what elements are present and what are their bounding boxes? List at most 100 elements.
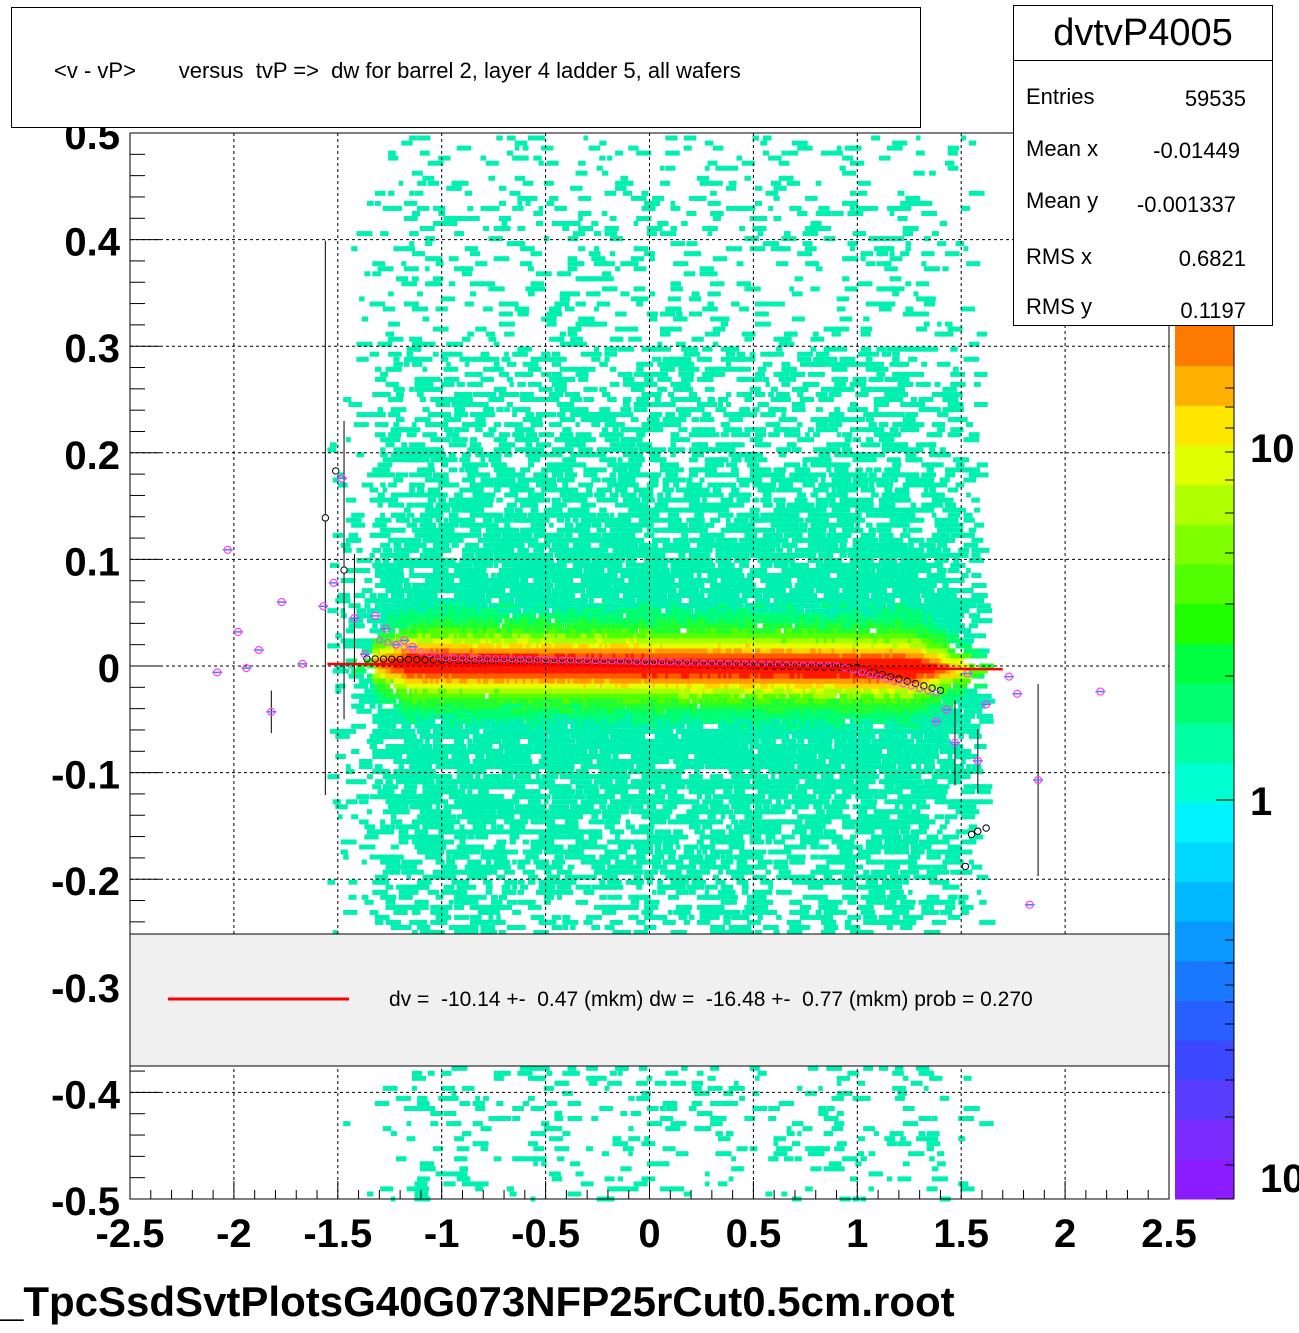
heatmap-cell xyxy=(554,336,560,342)
heatmap-cell xyxy=(509,593,520,599)
heatmap-cell xyxy=(493,578,510,583)
heatmap-cell xyxy=(443,376,460,382)
heatmap-cell xyxy=(570,678,576,684)
heatmap-cell xyxy=(348,894,357,900)
heatmap-cell xyxy=(419,899,429,905)
heatmap-cell xyxy=(443,457,458,463)
heatmap-cell xyxy=(538,784,549,790)
heatmap-cell xyxy=(393,578,400,583)
heatmap-cell xyxy=(396,472,408,478)
heatmap-cell xyxy=(541,477,557,483)
heatmap-cell xyxy=(586,723,595,729)
heatmap-cell xyxy=(535,442,552,448)
heatmap-cell xyxy=(396,648,405,654)
heatmap-cell xyxy=(440,462,448,468)
heatmap-cell xyxy=(393,683,409,689)
heatmap-cell xyxy=(425,236,436,242)
heatmap-cell xyxy=(364,834,377,840)
heatmap-cell xyxy=(504,331,515,337)
heatmap-cell xyxy=(525,286,541,292)
heatmap-cell xyxy=(578,628,588,634)
heatmap-cell xyxy=(406,512,415,518)
heatmap-cell xyxy=(596,774,606,780)
heatmap-cell xyxy=(327,447,337,453)
heatmap-cell xyxy=(343,547,352,553)
heatmap-cell xyxy=(475,608,484,614)
heatmap-cell xyxy=(433,668,438,674)
heatmap-cell xyxy=(427,412,437,418)
heatmap-cell xyxy=(422,175,434,181)
heatmap-cell xyxy=(417,251,423,257)
heatmap-cell xyxy=(396,804,409,810)
heatmap-cell xyxy=(427,889,439,895)
heatmap-cell xyxy=(551,578,564,583)
heatmap-cell xyxy=(417,593,423,599)
heatmap-cell xyxy=(541,482,557,488)
heatmap-cell xyxy=(367,200,374,206)
heatmap-cell xyxy=(472,1121,483,1127)
heatmap-cell xyxy=(385,829,395,835)
heatmap-cell xyxy=(549,422,562,428)
heatmap-cell xyxy=(491,759,498,764)
heatmap-cell xyxy=(575,638,585,644)
heatmap-cell xyxy=(345,658,357,664)
heatmap-cell xyxy=(567,658,574,664)
heatmap-cell xyxy=(427,547,439,553)
heatmap-cell xyxy=(506,361,517,367)
heatmap-cell xyxy=(509,301,519,307)
heatmap-cell xyxy=(491,930,498,935)
heatmap-cell xyxy=(380,638,388,644)
heatmap-cell xyxy=(472,744,478,749)
heatmap-cell xyxy=(543,879,559,885)
heatmap-cell xyxy=(398,427,408,433)
heatmap-cell xyxy=(485,578,491,583)
heatmap-cell xyxy=(538,160,544,166)
heatmap-cell xyxy=(440,754,448,759)
heatmap-cell xyxy=(512,733,523,739)
heatmap-cell xyxy=(594,231,602,237)
heatmap-cell xyxy=(559,879,573,885)
heatmap-cell xyxy=(425,844,432,850)
heatmap-cell xyxy=(443,216,458,221)
heatmap-cell xyxy=(575,537,586,543)
heatmap-cell xyxy=(588,819,596,825)
heatmap-cell xyxy=(332,668,350,674)
heatmap-cell xyxy=(406,432,417,438)
heatmap-cell xyxy=(480,779,487,785)
heatmap-cell xyxy=(499,728,516,734)
heatmap-cell xyxy=(456,894,472,900)
heatmap-cell xyxy=(588,552,598,558)
heatmap-cell xyxy=(549,728,557,734)
heatmap-cell xyxy=(388,537,399,543)
heatmap-cell xyxy=(414,919,428,925)
heatmap-cell xyxy=(591,628,597,634)
heatmap-cell xyxy=(398,603,408,609)
heatmap-cell xyxy=(509,588,520,594)
heatmap-cell xyxy=(562,578,570,583)
heatmap-cell xyxy=(586,482,592,488)
heatmap-cell xyxy=(472,356,487,362)
heatmap-cell xyxy=(565,854,580,860)
heatmap-cell xyxy=(435,894,444,900)
heatmap-cell xyxy=(433,814,447,820)
heatmap-cell xyxy=(562,1131,571,1137)
heatmap-cell xyxy=(506,899,518,905)
heatmap-cell xyxy=(493,784,499,790)
heatmap-cell xyxy=(488,688,495,694)
heatmap-cell xyxy=(438,849,445,855)
heatmap-cell xyxy=(443,482,458,488)
heatmap-cell xyxy=(506,744,517,749)
heatmap-cell xyxy=(604,417,616,423)
heatmap-cell xyxy=(475,462,489,468)
heatmap-cell xyxy=(565,517,571,523)
heatmap-cell xyxy=(591,532,602,538)
heatmap-cell xyxy=(411,930,418,935)
heatmap-cell xyxy=(446,668,451,674)
heatmap-cell xyxy=(454,1095,459,1101)
heatmap-cell xyxy=(520,884,529,890)
heatmap-cell xyxy=(580,703,586,709)
heatmap-cell xyxy=(483,537,500,543)
heatmap-cell xyxy=(472,573,488,578)
heatmap-cell xyxy=(546,200,555,206)
heatmap-cell xyxy=(369,733,380,739)
